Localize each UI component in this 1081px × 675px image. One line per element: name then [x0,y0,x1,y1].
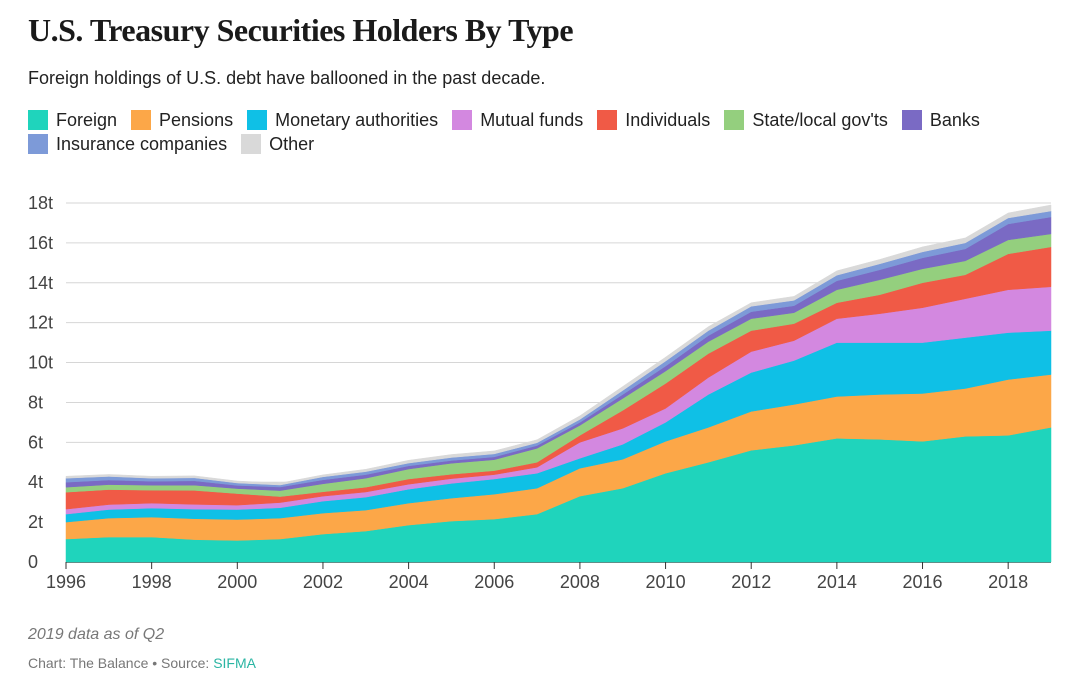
area-series-8 [65,204,1052,486]
x-tick-label: 2000 [217,572,257,592]
y-tick-label: 10t [28,353,53,373]
legend-swatch [131,110,152,130]
legend-label: Foreign [56,109,118,130]
x-tick-label: 1998 [132,572,172,592]
x-tick-label: 2018 [988,572,1028,592]
legend-label: State/local gov'ts [752,109,888,130]
chart-credit: Chart: The Balance • Source: SIFMA [28,655,256,671]
x-tick-label: 2014 [817,572,857,592]
y-tick-label: 16t [28,233,53,253]
y-tick-label: 4t [28,472,43,492]
credit-text: Chart: The Balance • Source: [28,655,214,671]
chart-legend: Foreign Pensions Monetary authorities Mutua… [28,110,1058,154]
legend-label: Monetary authorities [275,109,439,130]
legend-swatch [241,134,262,154]
x-tick-label: 2002 [303,572,343,592]
x-tick-label: 2008 [560,572,600,592]
area-chart: 0 2t 4t 6t 8t 10t 12t 14t 16t 18t 1996 1998 2000 2002… [28,193,1052,592]
legend-swatch [247,110,268,130]
legend-swatch [452,110,473,130]
chart-title: U.S. Treasury Securities Holders By Type [28,12,574,48]
legend-label: Individuals [625,109,711,130]
data-note: 2019 data as of Q2 [28,626,165,643]
x-tick-label: 2016 [902,572,942,592]
y-tick-label: 2t [28,512,43,532]
legend-label: Mutual funds [480,109,584,130]
y-tick-label: 0 [28,552,38,572]
legend-item-7: Insurance companies [28,134,227,154]
legend-label: Insurance companies [56,133,228,154]
legend-item-5: State/local gov'ts [724,110,888,130]
legend-swatch [724,110,745,130]
legend-label: Pensions [159,109,234,130]
x-tick-label: 1996 [46,572,86,592]
legend-item-4: Individuals [597,110,710,130]
x-tick-label: 2012 [731,572,771,592]
chart-subtitle: Foreign holdings of U.S. debt have ballo… [28,68,546,88]
legend-item-0: Foreign [28,110,117,130]
x-tick-label: 2006 [474,572,514,592]
legend-label: Banks [929,109,980,130]
source-link[interactable]: SIFMA [213,655,256,671]
legend-swatch [901,110,922,130]
legend-item-3: Mutual funds [452,110,583,130]
x-tick-label: 2004 [389,572,429,592]
legend-swatch [28,110,48,130]
legend-label: Other [269,133,315,154]
legend-swatch [597,110,618,130]
y-tick-label: 8t [28,392,43,412]
legend-swatch [28,134,48,154]
legend-item-8: Other [241,134,314,154]
y-tick-label: 6t [28,432,43,452]
y-tick-label: 12t [28,313,53,333]
legend-item-2: Monetary authorities [247,110,438,130]
x-tick-label: 2010 [646,572,686,592]
y-tick-label: 18t [28,193,53,213]
y-tick-label: 14t [28,273,53,293]
legend-item-1: Pensions [131,110,233,130]
legend-item-6: Banks [901,109,980,130]
